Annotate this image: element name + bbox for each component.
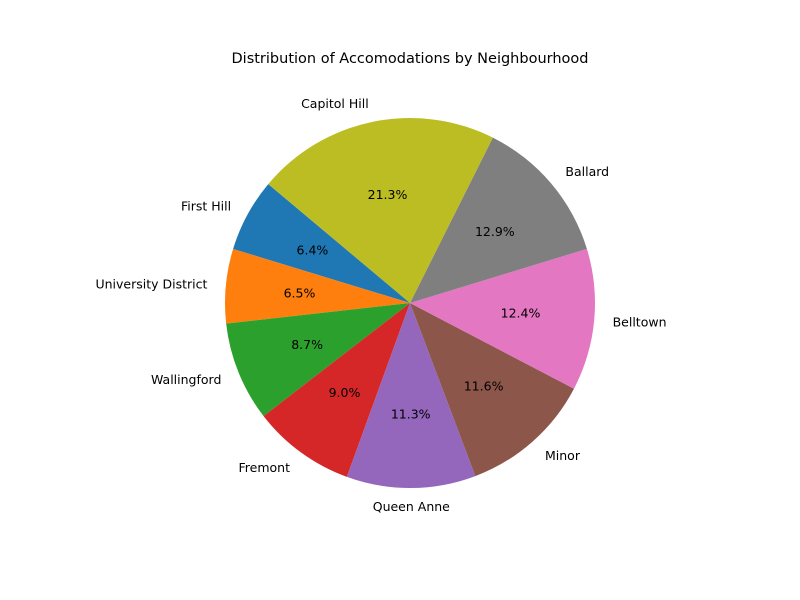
pie-slice-wallingford	[226, 303, 410, 417]
percent-label-capitol-hill: 21.3%	[368, 187, 408, 202]
category-label-queen-anne: Queen Anne	[373, 499, 450, 514]
percent-label-minor: 11.6%	[464, 379, 504, 394]
category-label-wallingford: Wallingford	[151, 372, 221, 387]
percent-label-university-district: 6.5%	[284, 285, 316, 300]
pie-slice-university-district	[224, 248, 410, 324]
category-label-university-district: University District	[95, 277, 207, 292]
percent-label-wallingford: 8.7%	[291, 337, 323, 352]
percent-label-belltown: 12.4%	[501, 306, 541, 321]
category-label-belltown: Belltown	[613, 314, 667, 329]
chart-title: Distribution of Accomodations by Neighbo…	[232, 51, 589, 67]
category-labels: First Hill University District Wallingford…	[95, 96, 666, 514]
pie-slice-first-hill	[233, 184, 410, 303]
category-label-capitol-hill: Capitol Hill	[301, 96, 369, 111]
pie-slice-capitol-hill	[268, 117, 493, 303]
category-label-fremont: Fremont	[239, 460, 291, 475]
category-label-minor: Minor	[545, 448, 581, 463]
pie-slice-fremont	[263, 303, 410, 477]
percent-label-first-hill: 6.4%	[297, 243, 329, 258]
percent-label-queen-anne: 11.3%	[391, 407, 431, 422]
percent-labels: 6.4% 6.5% 8.7% 9.0% 11.3% 11.6% 12.4% 12.9% 21.3…	[284, 187, 541, 422]
pie-slices	[224, 117, 595, 489]
pie-slice-minor	[410, 303, 574, 477]
percent-label-ballard: 12.9%	[475, 224, 515, 239]
pie-slice-queen-anne	[346, 303, 476, 489]
pie-slice-ballard	[410, 137, 587, 303]
category-label-first-hill: First Hill	[181, 198, 231, 213]
percent-label-fremont: 9.0%	[329, 385, 361, 400]
category-label-ballard: Ballard	[565, 164, 609, 179]
pie-slice-belltown	[410, 248, 595, 389]
